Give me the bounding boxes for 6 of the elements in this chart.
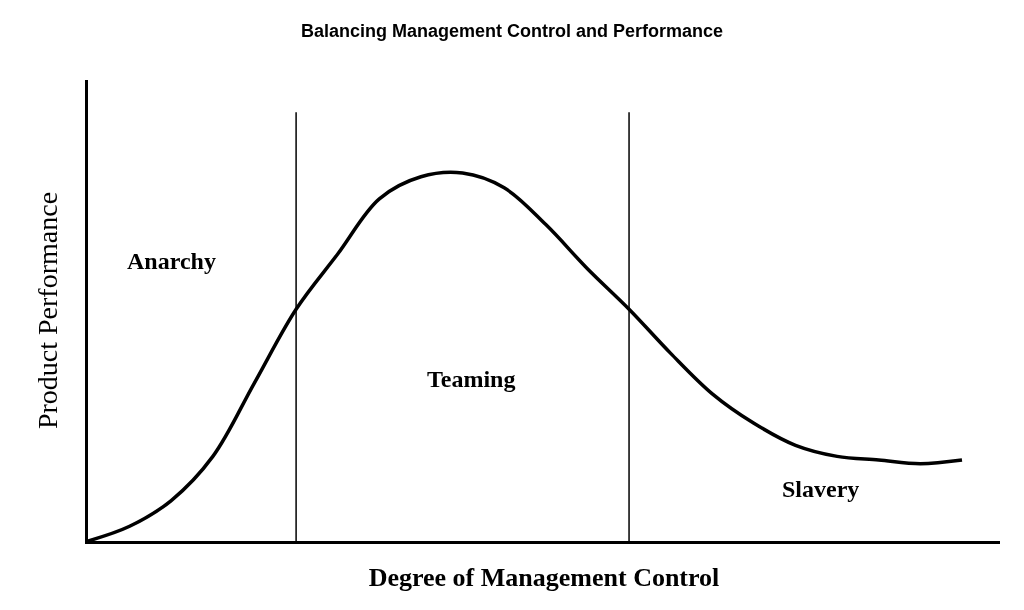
annotation: Slavery: [782, 476, 860, 502]
annotation: Anarchy: [127, 248, 216, 274]
chart-title: Balancing Management Control and Performance: [300, 20, 724, 41]
y-axis-title: Product Performance: [31, 191, 63, 430]
annotation: Teaming: [427, 366, 516, 392]
x-axis-title: Degree of Management Control: [368, 562, 720, 592]
